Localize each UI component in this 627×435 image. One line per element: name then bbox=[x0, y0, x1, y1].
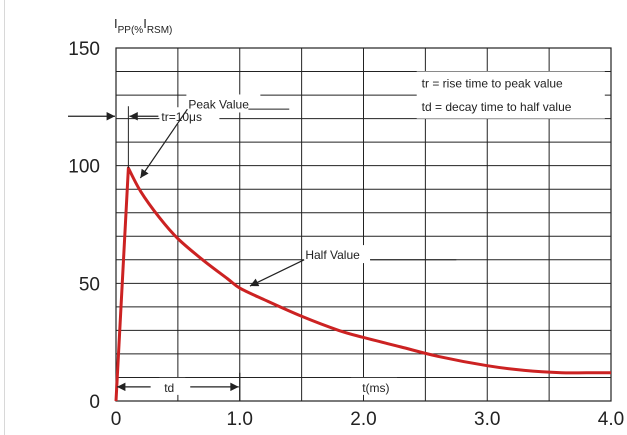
half-arrow bbox=[249, 259, 305, 287]
peak-arrow bbox=[139, 108, 188, 179]
x-tick-label: 1.0 bbox=[227, 409, 253, 430]
legend-line-tr: tr = rise time to peak value bbox=[422, 76, 563, 90]
x-tick-label: 2.0 bbox=[350, 409, 376, 430]
td-label: td bbox=[164, 381, 174, 395]
series-layer bbox=[114, 166, 611, 402]
y-axis-label: IPP(%IRSM) bbox=[114, 16, 172, 36]
peak-value-label: Peak Value bbox=[188, 97, 249, 111]
left-border bbox=[4, 0, 5, 435]
x-tick-label: 0 bbox=[111, 409, 122, 430]
y-tick-label: 100 bbox=[68, 157, 100, 178]
y-tick-label: 0 bbox=[89, 392, 100, 413]
half-label-bg bbox=[304, 245, 371, 264]
half-value-label: Half Value bbox=[305, 248, 360, 262]
tick-labels: 0 50 100 150 0 1.0 2.0 3.0 4.0 IPP(%IRSM) bbox=[68, 16, 624, 430]
y-tick-label: 50 bbox=[79, 274, 100, 295]
series-line bbox=[114, 166, 611, 402]
x-tick-label: 3.0 bbox=[474, 409, 500, 430]
x-axis-label-bg bbox=[351, 377, 398, 395]
plot-frame bbox=[115, 47, 612, 402]
axes bbox=[115, 47, 612, 402]
y-tick-label: 150 bbox=[68, 39, 100, 60]
x-tick-label: 4.0 bbox=[598, 409, 624, 430]
legend-line-td: td = decay time to half value bbox=[422, 100, 572, 114]
x-axis-label: t(ms) bbox=[362, 381, 389, 395]
peak-label-bg bbox=[186, 94, 261, 113]
legend-box bbox=[416, 71, 605, 119]
td-label-bg bbox=[159, 377, 186, 395]
